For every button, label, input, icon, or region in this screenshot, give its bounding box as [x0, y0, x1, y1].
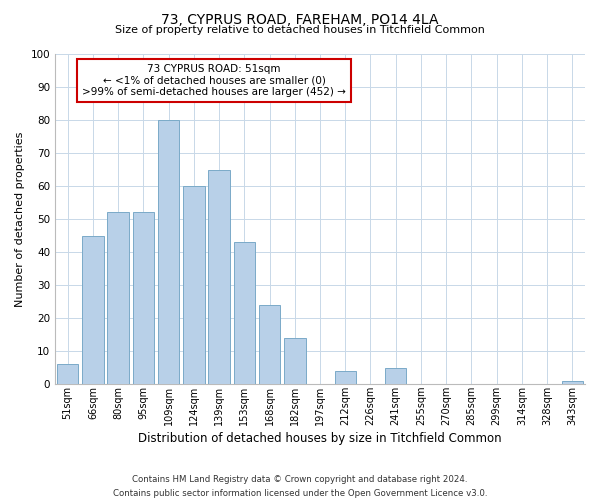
- Bar: [335, 371, 356, 384]
- Text: 73 CYPRUS ROAD: 51sqm
← <1% of detached houses are smaller (0)
>99% of semi-deta: 73 CYPRUS ROAD: 51sqm ← <1% of detached …: [82, 64, 346, 97]
- Bar: [208, 170, 230, 384]
- Bar: [385, 368, 406, 384]
- Text: Size of property relative to detached houses in Titchfield Common: Size of property relative to detached ho…: [115, 25, 485, 35]
- Bar: [259, 305, 280, 384]
- Bar: [233, 242, 255, 384]
- X-axis label: Distribution of detached houses by size in Titchfield Common: Distribution of detached houses by size …: [138, 432, 502, 445]
- Bar: [562, 381, 583, 384]
- Y-axis label: Number of detached properties: Number of detached properties: [15, 132, 25, 307]
- Text: Contains HM Land Registry data © Crown copyright and database right 2024.
Contai: Contains HM Land Registry data © Crown c…: [113, 476, 487, 498]
- Bar: [57, 364, 79, 384]
- Text: 73, CYPRUS ROAD, FAREHAM, PO14 4LA: 73, CYPRUS ROAD, FAREHAM, PO14 4LA: [161, 12, 439, 26]
- Bar: [133, 212, 154, 384]
- Bar: [82, 236, 104, 384]
- Bar: [284, 338, 305, 384]
- Bar: [158, 120, 179, 384]
- Bar: [183, 186, 205, 384]
- Bar: [107, 212, 129, 384]
